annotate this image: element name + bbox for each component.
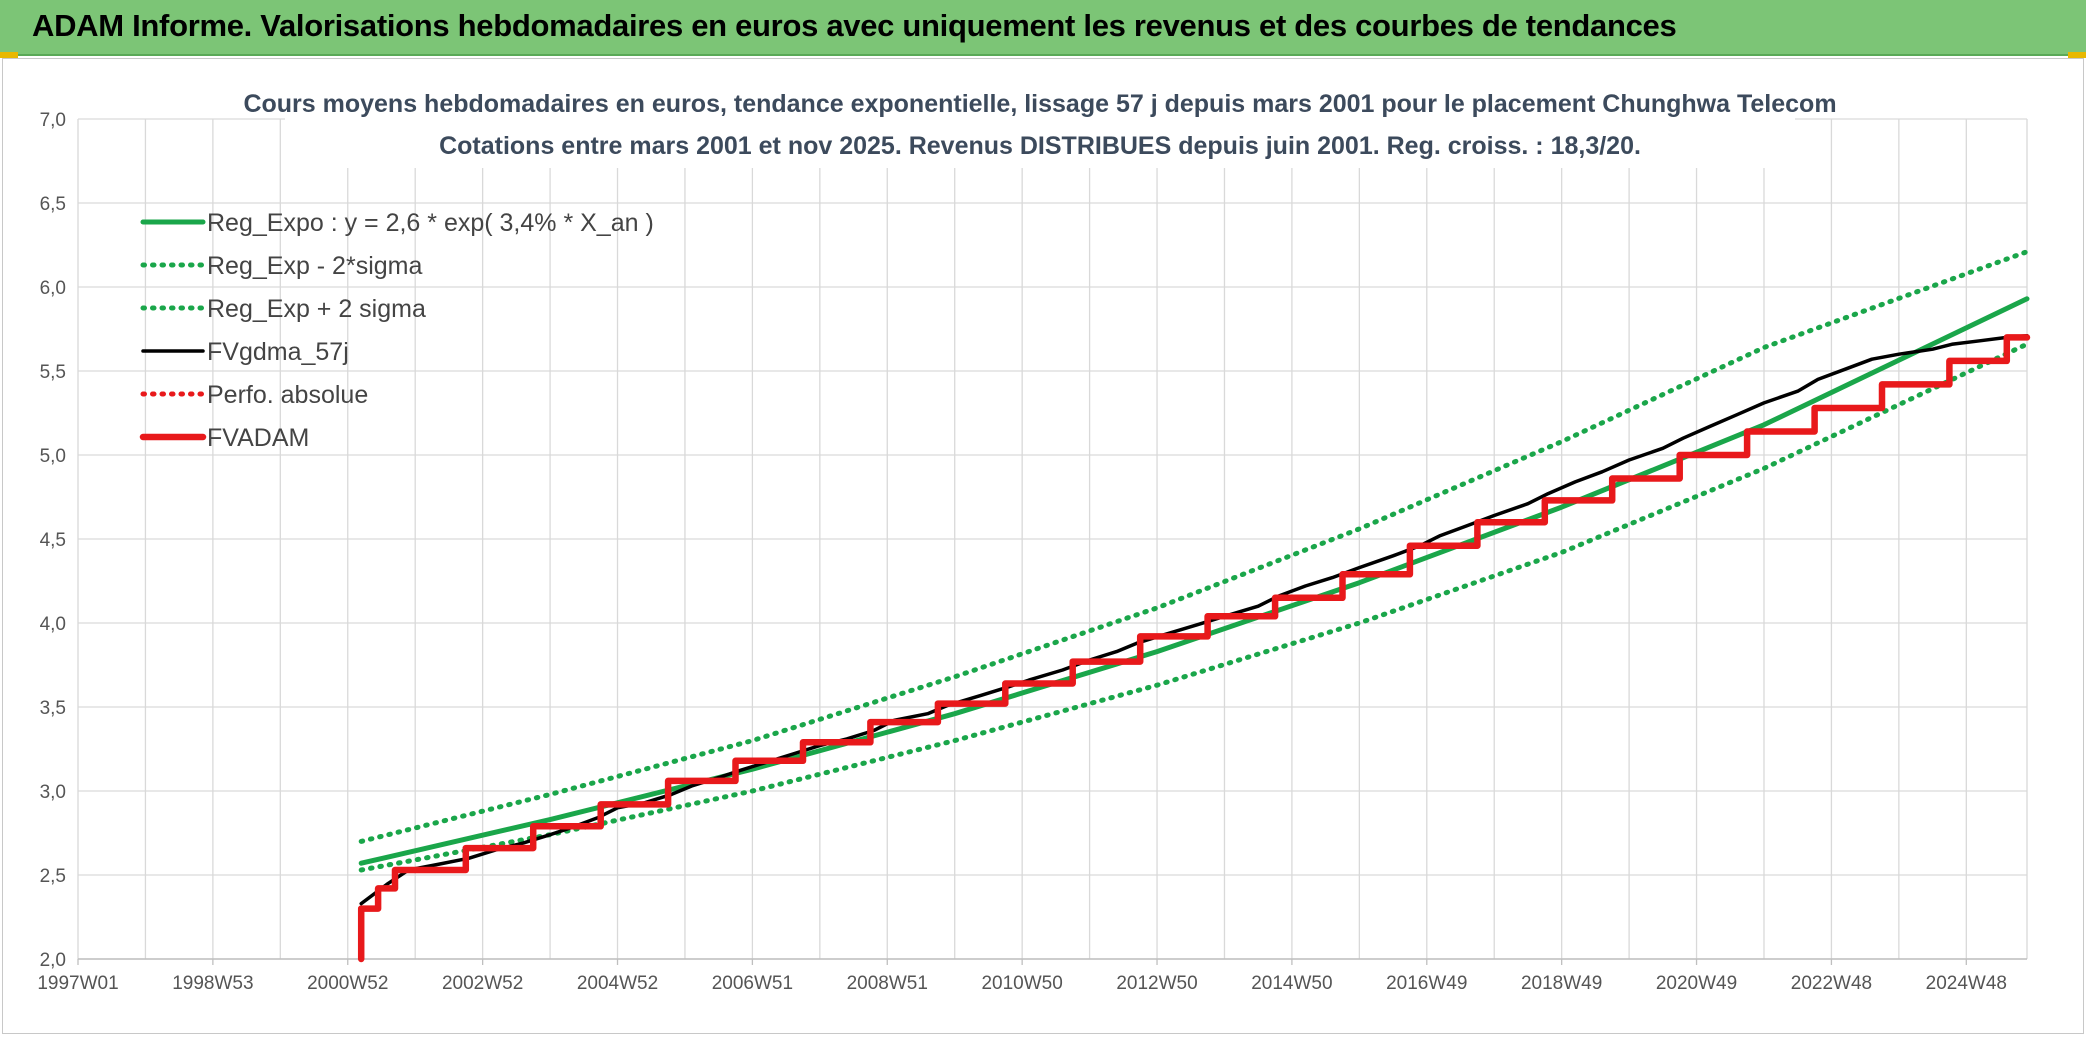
legend-label: Reg_Exp - 2*sigma	[207, 252, 422, 280]
chart-frame	[2, 58, 2084, 1034]
x-tick-label: 2004W52	[577, 973, 658, 994]
x-tick-label: 2020W49	[1656, 973, 1737, 994]
x-tick-label: 2014W50	[1251, 973, 1332, 994]
chart-subtitle: Cotations entre mars 2001 et nov 2025. R…	[439, 132, 1641, 160]
y-tick-label: 5,0	[40, 446, 66, 467]
corner-marker-left	[0, 52, 18, 58]
y-tick-label: 2,5	[40, 866, 66, 887]
legend-label: Reg_Exp + 2 sigma	[207, 295, 426, 323]
legend-label: FVADAM	[207, 424, 309, 452]
x-tick-label: 1998W53	[172, 973, 253, 994]
x-tick-label: 2008W51	[847, 973, 928, 994]
series-line-2	[358, 249, 2030, 844]
axis-ticks: 2,0 2,5 3,0 3,5 4,0 4,5 5,0 5,5 6,0 6,5 7,0 1997W01…	[37, 110, 2007, 994]
chart-title: Cours moyens hebdomadaires en euros, ten…	[243, 90, 1836, 118]
header-banner: ADAM Informe. Valorisations hebdomadaire…	[0, 0, 2086, 56]
x-tick-label: 2018W49	[1521, 973, 1602, 994]
x-tick-label: 2010W50	[981, 973, 1062, 994]
x-tick-label: 2006W51	[712, 973, 793, 994]
x-tick-label: 2024W48	[1926, 973, 2007, 994]
legend-label: Perfo. absolue	[207, 381, 368, 409]
y-tick-label: 5,5	[40, 362, 66, 383]
x-tick-label: 2002W52	[442, 973, 523, 994]
x-tick-label: 2016W49	[1386, 973, 1467, 994]
series-line-5	[357, 334, 2031, 963]
y-tick-label: 3,5	[40, 698, 66, 719]
legend-label: FVgdma_57j	[207, 338, 349, 366]
y-tick-label: 4,0	[40, 614, 66, 635]
x-tick-label: 2000W52	[307, 973, 388, 994]
series-lines	[357, 249, 2031, 963]
corner-marker-right	[2068, 52, 2086, 58]
title-background	[285, 100, 1795, 168]
y-tick-label: 7,0	[40, 110, 66, 131]
y-tick-label: 4,5	[40, 530, 66, 551]
y-tick-label: 2,0	[40, 950, 66, 971]
series-line-1	[358, 341, 2030, 873]
x-tick-label: 1997W01	[37, 973, 118, 994]
legend-label: Reg_Expo : y = 2,6 * exp( 3,4% * X_an )	[207, 209, 654, 237]
y-tick-label: 6,0	[40, 278, 66, 299]
x-tick-label: 2022W48	[1791, 973, 1872, 994]
x-tick-label: 2012W50	[1116, 973, 1197, 994]
report-title: ADAM Informe. Valorisations hebdomadaire…	[32, 8, 1677, 43]
legend: Reg_Expo : y = 2,6 * exp( 3,4% * X_an ) R…	[139, 209, 654, 452]
grid-lines	[77, 118, 2028, 960]
y-tick-label: 3,0	[40, 782, 66, 803]
y-tick-label: 6,5	[40, 194, 66, 215]
